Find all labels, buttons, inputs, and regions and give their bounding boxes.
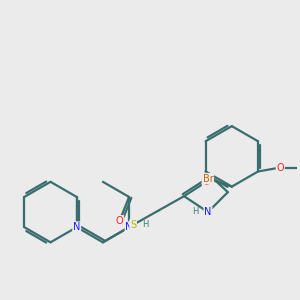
Text: N: N <box>204 207 211 217</box>
Text: H: H <box>192 207 198 216</box>
Text: N: N <box>73 222 80 232</box>
Text: H: H <box>142 220 149 229</box>
Text: S: S <box>130 220 136 230</box>
Text: O: O <box>116 216 123 226</box>
Text: Br: Br <box>202 174 213 184</box>
Text: O: O <box>202 177 210 187</box>
Text: O: O <box>277 163 284 172</box>
Text: N: N <box>125 222 133 232</box>
